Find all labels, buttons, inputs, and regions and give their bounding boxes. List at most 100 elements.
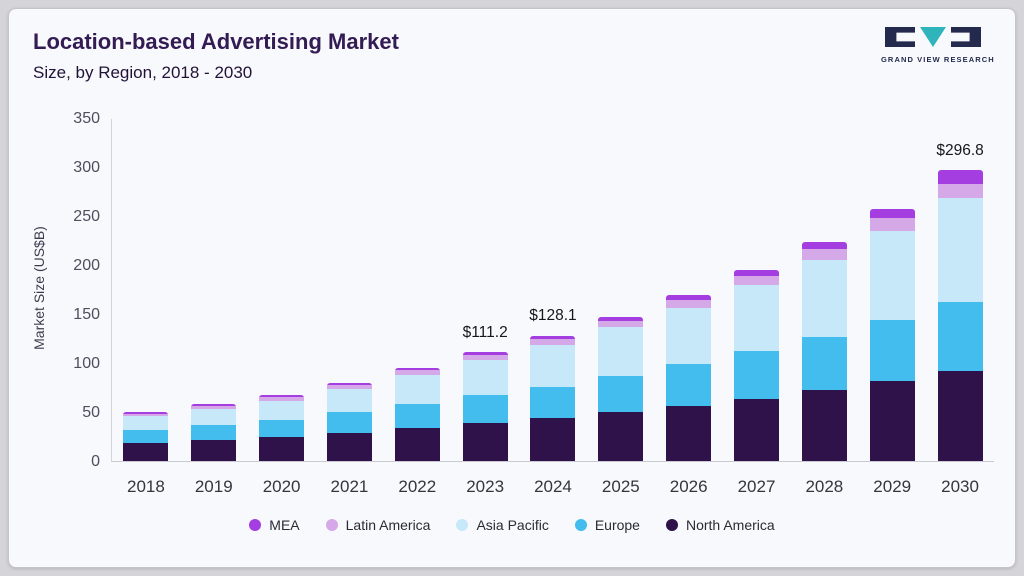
bar-value-label: $111.2 [462, 324, 508, 342]
bar-segment-north-america [598, 412, 644, 461]
legend-label: MEA [269, 517, 300, 533]
bar-segment-north-america [394, 428, 440, 461]
bar-segment-latin-america [734, 276, 780, 286]
bar-segment-europe [666, 364, 712, 407]
chart-card: Location-based Advertising Market Size, … [8, 8, 1016, 568]
y-axis-title: Market Size (US$B) [31, 226, 47, 350]
bar-segment-north-america [869, 381, 915, 461]
bar-segment-asia-pacific [462, 360, 508, 396]
bar-segment-europe [259, 419, 305, 438]
legend-label: Asia Pacific [476, 517, 549, 533]
bar-column-2020: 2020 [259, 119, 305, 496]
logo-left-bracket-icon [885, 27, 915, 47]
logo-triangle-icon [920, 27, 946, 47]
bar-segment-mea [666, 295, 712, 300]
x-tick-label: 2023 [466, 477, 505, 496]
bar-segment-mea [937, 170, 983, 184]
x-tick-label: 2030 [941, 477, 979, 496]
x-tick-label: 2027 [737, 477, 776, 496]
bar-segment-europe [734, 351, 780, 399]
y-tick-label: 150 [73, 306, 100, 323]
x-tick-label: 2020 [262, 477, 301, 496]
bar-stack-2023 [462, 352, 508, 461]
bar-segment-latin-america [462, 355, 508, 361]
bar-segment-mea [191, 404, 237, 407]
bar-segment-north-america [530, 418, 576, 461]
legend-item-europe: Europe [574, 517, 640, 533]
bar-segment-latin-america [123, 413, 169, 417]
bar-segment-mea [123, 412, 169, 414]
bar-stack-2025 [598, 316, 644, 461]
bar-column-2024: $128.1 2024 [529, 119, 577, 496]
bar-segment-north-america [123, 443, 169, 461]
bar-segment-europe [937, 301, 983, 371]
y-tick-label: 350 [73, 110, 100, 127]
bar-segment-asia-pacific [123, 416, 169, 431]
bar-segment-mea [259, 395, 305, 398]
x-tick-label: 2024 [534, 477, 572, 496]
bar-value-label: $296.8 [936, 142, 984, 160]
bar-column-2026: 2026 [666, 119, 712, 496]
bar-stack-2027 [734, 270, 780, 461]
bar-segment-mea [734, 270, 780, 277]
bar-stack-2024 [530, 335, 576, 461]
bar-stack-2028 [801, 241, 847, 461]
bar-segment-latin-america [869, 218, 915, 231]
x-tick-label: 2025 [601, 477, 640, 496]
bar-stack-2030 [937, 170, 983, 461]
y-tick-label: 50 [82, 404, 100, 421]
bar-stack-2020 [259, 395, 305, 461]
bar-stack-2022 [394, 367, 440, 461]
bar-segment-europe [530, 386, 576, 419]
bar-segment-latin-america [259, 397, 305, 401]
bar-value-label: $128.1 [529, 307, 577, 325]
bar-segment-mea [326, 382, 372, 385]
bar-segment-mea [530, 335, 576, 340]
legend-item-asia-pacific: Asia Pacific [456, 517, 549, 533]
x-tick-label: 2021 [330, 477, 369, 496]
bar-segment-europe [394, 403, 440, 429]
bar-segment-mea [801, 241, 847, 250]
bar-segment-north-america [734, 398, 780, 461]
bar-segment-asia-pacific [326, 388, 372, 413]
bar-column-2023: $111.2 2023 [462, 119, 508, 496]
bars-row: 2018 2019 2020 2021 2022 $111.2 2023 $128.1 2024… [112, 119, 994, 496]
page-title: Location-based Advertising Market [33, 29, 399, 54]
bar-segment-latin-america [937, 183, 983, 199]
bar-column-2022: 2022 [394, 119, 440, 496]
legend-item-north-america: North America [665, 517, 775, 533]
x-tick-label: 2018 [127, 477, 165, 496]
bar-segment-latin-america [191, 406, 237, 410]
logo-right-bracket-icon [951, 27, 981, 47]
bar-stack-2029 [869, 208, 915, 461]
bar-column-2030: $296.8 2030 [936, 119, 984, 496]
bar-segment-europe [191, 425, 237, 441]
bar-segment-north-america [191, 440, 237, 461]
bar-segment-asia-pacific [869, 230, 915, 320]
bar-segment-europe [801, 336, 847, 391]
legend-dot-icon [665, 519, 678, 531]
logo-mark-icon [881, 27, 985, 51]
bar-segment-asia-pacific [734, 285, 780, 352]
x-tick-label: 2019 [194, 477, 233, 496]
y-tick-label: 250 [73, 208, 100, 225]
y-tick-label: 300 [73, 159, 100, 176]
legend-label: Europe [594, 517, 640, 533]
legend-dot-icon [249, 519, 262, 531]
bar-segment-asia-pacific [394, 374, 440, 404]
x-tick-label: 2022 [398, 477, 437, 496]
plot-area: 2018 2019 2020 2021 2022 $111.2 2023 $128.1 2024… [73, 110, 994, 496]
bar-stack-2019 [191, 404, 237, 461]
bar-segment-asia-pacific [259, 400, 305, 420]
bar-column-2028: 2028 [801, 119, 847, 496]
y-tick-label: 200 [73, 257, 100, 274]
bar-segment-north-america [462, 423, 508, 461]
bar-segment-mea [598, 316, 644, 321]
bar-column-2027: 2027 [734, 119, 780, 496]
legend-label: North America [685, 517, 775, 533]
x-tick-label: 2029 [873, 477, 912, 496]
bar-column-2018: 2018 [123, 119, 169, 496]
bar-segment-latin-america [666, 299, 712, 308]
legend-label: Latin America [345, 517, 431, 533]
bar-segment-latin-america [530, 339, 576, 345]
